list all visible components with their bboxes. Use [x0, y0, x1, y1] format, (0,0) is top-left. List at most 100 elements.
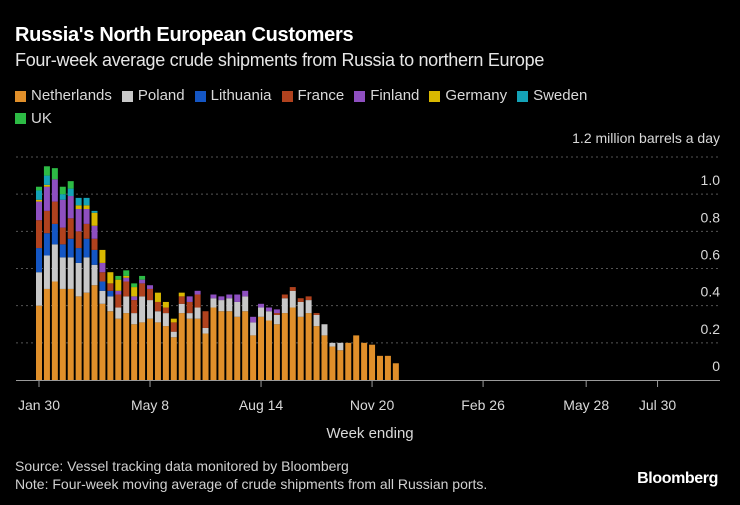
- bar-segment-poland: [305, 300, 312, 314]
- bar-segment-netherlands: [281, 313, 288, 380]
- bar-segment-uk: [67, 181, 74, 189]
- bar-segment-netherlands: [273, 324, 280, 380]
- bar-segment-netherlands: [99, 303, 106, 380]
- legend-swatch: [354, 90, 366, 102]
- bar-segment-netherlands: [91, 285, 98, 380]
- bar-segment-netherlands: [297, 316, 304, 380]
- bar-segment-netherlands: [392, 363, 399, 380]
- bar-segment-lithuania: [67, 238, 74, 258]
- bar-week-0: [36, 186, 42, 380]
- bar-segment-finland: [67, 196, 74, 219]
- bar-segment-finland: [218, 296, 225, 301]
- bar-segment-netherlands: [202, 333, 209, 380]
- bar-segment-netherlands: [384, 355, 391, 380]
- bar-week-16: [162, 301, 169, 380]
- bar-week-41: [361, 342, 368, 380]
- bar-segment-finland: [91, 225, 98, 239]
- bar-segment-poland: [281, 298, 288, 314]
- bar-week-8: [99, 249, 106, 380]
- bar-segment-sweden: [91, 210, 98, 213]
- bar-segment-poland: [226, 298, 233, 312]
- bar-segment-finland: [75, 209, 82, 232]
- bars: [36, 166, 399, 380]
- bar-week-5: [75, 197, 82, 380]
- x-tick-label: May 8: [131, 397, 169, 413]
- bar-segment-poland: [202, 327, 209, 334]
- bar-segment-poland: [289, 290, 296, 308]
- bar-segment-germany: [91, 212, 98, 226]
- bar-segment-germany: [154, 292, 161, 302]
- bar-segment-netherlands: [83, 292, 90, 380]
- bar-segment-uk: [36, 186, 42, 191]
- bar-segment-uk: [115, 275, 122, 280]
- legend-item-france: France: [281, 86, 344, 106]
- bar-segment-france: [162, 307, 169, 314]
- bar-segment-finland: [83, 209, 90, 224]
- bar-segment-finland: [51, 179, 58, 202]
- bar-week-11: [123, 270, 130, 380]
- bloomberg-logo: Bloomberg: [637, 470, 718, 487]
- bar-segment-germany: [178, 292, 185, 297]
- bar-segment-france: [194, 294, 201, 308]
- bar-segment-france: [107, 283, 114, 291]
- bar-segment-finland: [250, 316, 257, 323]
- y-tick-label: 0.4: [701, 284, 721, 300]
- bar-segment-france: [178, 296, 185, 304]
- legend-label: Netherlands: [31, 87, 112, 104]
- x-tick-label: Jan 30: [18, 397, 60, 413]
- bar-segment-uk: [43, 166, 50, 176]
- bar-segment-france: [147, 288, 154, 301]
- bar-segment-lithuania: [91, 249, 98, 265]
- bar-segment-poland: [115, 307, 122, 319]
- y-tick-label: 1.0: [701, 172, 721, 188]
- legend-swatch: [517, 90, 529, 102]
- bar-segment-poland: [170, 331, 177, 338]
- bar-week-6: [83, 197, 90, 380]
- legend-label: Poland: [137, 87, 185, 104]
- bar-week-7: [91, 210, 98, 380]
- legend-swatch: [15, 113, 26, 124]
- bar-segment-france: [281, 294, 288, 299]
- bar-segment-germany: [36, 199, 42, 202]
- bar-segment-germany: [162, 301, 169, 308]
- bar-segment-netherlands: [376, 355, 383, 380]
- bar-segment-france: [313, 313, 320, 315]
- bar-segment-netherlands: [242, 311, 249, 380]
- bar-week-35: [313, 313, 320, 380]
- bar-segment-france: [202, 311, 209, 328]
- bar-segment-germany: [107, 272, 114, 284]
- bar-segment-finland: [36, 201, 42, 221]
- bar-segment-netherlands: [115, 318, 122, 380]
- bar-week-36: [321, 324, 328, 380]
- bar-week-19: [186, 296, 193, 380]
- bar-segment-netherlands: [131, 324, 138, 380]
- bar-week-4: [67, 181, 74, 380]
- bar-segment-finland: [115, 290, 122, 295]
- gridlines: [16, 156, 720, 344]
- bar-week-13: [139, 275, 146, 380]
- bar-segment-netherlands: [154, 322, 161, 380]
- bar-segment-netherlands: [226, 311, 233, 380]
- bar-segment-poland: [154, 311, 161, 323]
- bar-segment-netherlands: [369, 344, 376, 380]
- bar-segment-france: [75, 231, 82, 249]
- bar-segment-netherlands: [234, 316, 241, 380]
- legend-swatch: [194, 90, 206, 102]
- legend-item-germany: Germany: [429, 86, 507, 106]
- bar-segment-finland: [273, 309, 280, 314]
- y-tick-label: 0.2: [701, 321, 721, 337]
- bar-week-17: [170, 318, 177, 380]
- bar-segment-poland: [242, 296, 249, 312]
- bar-segment-uk: [131, 283, 138, 288]
- bar-segment-sweden: [67, 188, 74, 197]
- bar-week-31: [281, 294, 288, 380]
- x-tick-label: May 28: [563, 397, 609, 413]
- bar-segment-netherlands: [289, 307, 296, 380]
- bar-segment-poland: [210, 298, 217, 308]
- bar-segment-poland: [36, 272, 42, 306]
- bar-segment-poland: [321, 324, 328, 336]
- bar-segment-poland: [147, 300, 154, 319]
- bar-segment-finland: [210, 294, 217, 299]
- bar-segment-finland: [139, 279, 146, 284]
- bar-segment-germany: [83, 205, 90, 210]
